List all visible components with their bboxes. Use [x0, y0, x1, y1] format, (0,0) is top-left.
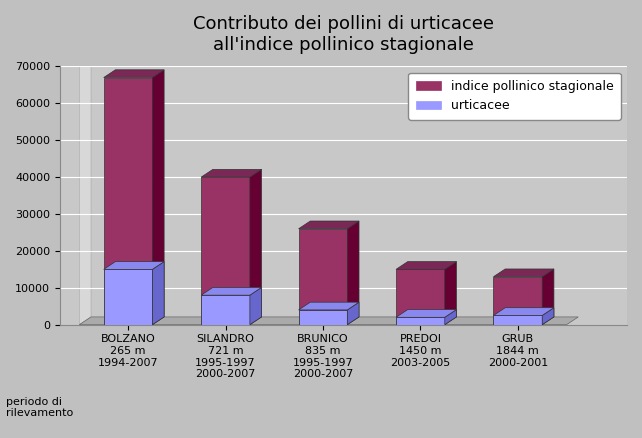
Polygon shape: [494, 269, 554, 277]
Polygon shape: [396, 310, 456, 317]
Polygon shape: [201, 295, 250, 325]
Polygon shape: [396, 269, 445, 325]
Polygon shape: [104, 261, 164, 269]
Polygon shape: [299, 221, 359, 229]
Polygon shape: [299, 229, 347, 325]
Polygon shape: [104, 78, 152, 325]
Polygon shape: [299, 310, 347, 325]
Polygon shape: [152, 261, 164, 325]
Polygon shape: [201, 177, 250, 325]
Polygon shape: [445, 261, 456, 325]
Polygon shape: [80, 317, 578, 325]
Polygon shape: [542, 308, 554, 325]
Polygon shape: [299, 302, 359, 310]
Polygon shape: [250, 170, 261, 325]
Legend: indice pollinico stagionale, urticacee: indice pollinico stagionale, urticacee: [408, 73, 621, 120]
Polygon shape: [396, 261, 456, 269]
Polygon shape: [152, 70, 164, 325]
Polygon shape: [445, 310, 456, 325]
Polygon shape: [396, 317, 445, 325]
Title: Contributo dei pollini di urticacee
all'indice pollinico stagionale: Contributo dei pollini di urticacee all'…: [193, 15, 494, 54]
Polygon shape: [104, 269, 152, 325]
Polygon shape: [347, 221, 359, 325]
Polygon shape: [494, 308, 554, 315]
Polygon shape: [542, 269, 554, 325]
Polygon shape: [494, 277, 542, 325]
Polygon shape: [201, 170, 261, 177]
Polygon shape: [347, 302, 359, 325]
Polygon shape: [250, 287, 261, 325]
Polygon shape: [80, 49, 91, 325]
Polygon shape: [201, 287, 261, 295]
Polygon shape: [104, 70, 164, 78]
Polygon shape: [494, 315, 542, 325]
Text: periodo di
rilevamento: periodo di rilevamento: [6, 396, 74, 418]
